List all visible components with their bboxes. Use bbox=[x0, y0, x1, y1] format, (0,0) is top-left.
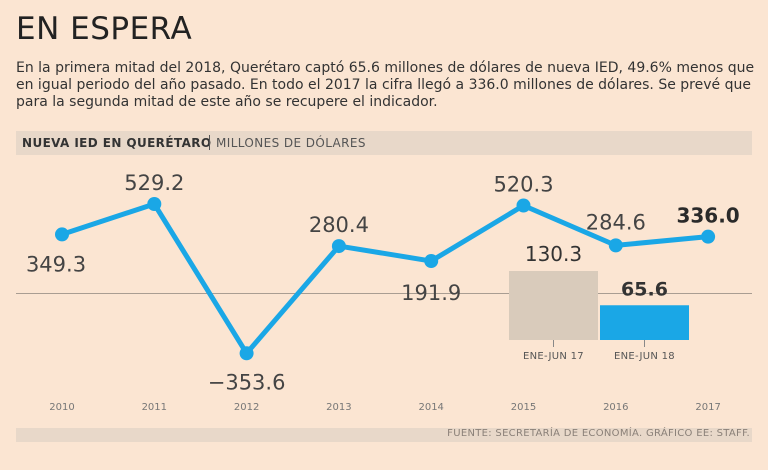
data-point bbox=[701, 229, 716, 244]
data-point bbox=[147, 197, 162, 211]
data-label: 349.3 bbox=[26, 252, 86, 276]
data-label: −353.6 bbox=[208, 370, 286, 394]
footer: FUENTE: SECRETARÍA DE ECONOMÍA. GRÁFICO … bbox=[16, 428, 752, 442]
x-tick-label: 2010 bbox=[49, 402, 74, 413]
source-note: FUENTE: SECRETARÍA DE ECONOMÍA. GRÁFICO … bbox=[447, 428, 750, 439]
data-label: 191.9 bbox=[401, 281, 461, 305]
chart-header: NUEVA IED EN QUERÉTARO MILLONES DE DÓLAR… bbox=[16, 131, 752, 155]
series-line bbox=[59, 201, 711, 356]
data-label: 284.6 bbox=[586, 210, 646, 234]
inset-bar-category: ENE-JUN 18 bbox=[614, 351, 675, 362]
data-label: 529.2 bbox=[124, 171, 184, 195]
data-label: 336.0 bbox=[676, 204, 739, 228]
x-tick-label: 2015 bbox=[511, 402, 536, 413]
data-label: 520.3 bbox=[493, 173, 553, 197]
chart-header-divider bbox=[209, 135, 210, 150]
inset-bar bbox=[509, 271, 598, 340]
inset-bar-category: ENE-JUN 17 bbox=[523, 351, 584, 362]
inset-bar-value: 130.3 bbox=[525, 242, 582, 266]
data-point bbox=[55, 227, 69, 242]
data-label: 280.4 bbox=[309, 213, 369, 237]
data-point bbox=[331, 239, 346, 254]
x-tick-label: 2011 bbox=[142, 402, 167, 413]
data-point bbox=[516, 198, 531, 213]
page-title: EN ESPERA bbox=[16, 11, 193, 47]
inset-bar bbox=[600, 305, 689, 340]
chart-units: MILLONES DE DÓLARES bbox=[216, 136, 366, 150]
x-tick-label: 2013 bbox=[326, 402, 351, 413]
x-tick-label: 2016 bbox=[603, 402, 628, 413]
x-tick-label: 2012 bbox=[234, 402, 259, 413]
data-point bbox=[239, 346, 254, 361]
data-point bbox=[608, 238, 623, 253]
page-subtitle: En la primera mitad del 2018, Querétaro … bbox=[16, 60, 755, 110]
inset-bar-value: 65.6 bbox=[621, 278, 668, 300]
data-point bbox=[424, 254, 439, 269]
x-tick-label: 2017 bbox=[695, 402, 720, 413]
x-tick-label: 2014 bbox=[418, 402, 443, 413]
chart-title: NUEVA IED EN QUERÉTARO bbox=[22, 136, 212, 150]
